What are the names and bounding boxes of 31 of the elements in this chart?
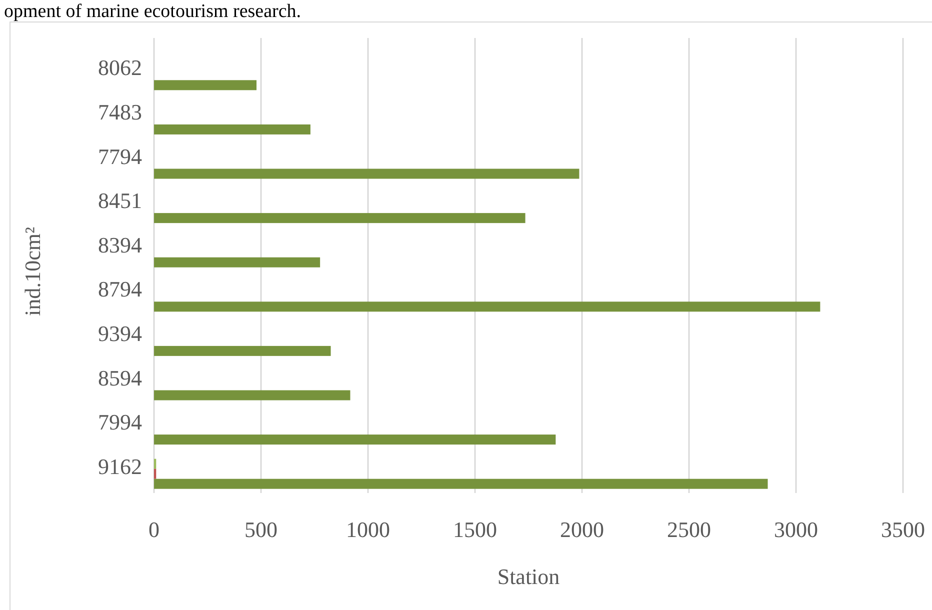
- y-tick-label: 7483: [98, 99, 142, 124]
- x-tick-label: 3500: [881, 517, 925, 542]
- x-axis-title: Station: [497, 564, 560, 589]
- x-tick-label: 2500: [667, 517, 711, 542]
- bar: [154, 213, 526, 224]
- x-tick-label: 1500: [453, 517, 497, 542]
- bar: [154, 390, 350, 400]
- bar: [154, 478, 768, 489]
- y-tick-label: 8451: [98, 188, 142, 214]
- text: opment of marine ecotourism research.: [4, 1, 302, 22]
- x-tick-label: 3000: [774, 517, 818, 542]
- y-axis-title: ind.10cm²: [20, 226, 45, 316]
- y-tick-label: 8794: [98, 276, 142, 302]
- bar: [154, 257, 320, 268]
- y-tick-label: 9162: [98, 454, 142, 479]
- x-tick-label: 1000: [346, 517, 390, 542]
- y-tick-label: 7994: [98, 410, 142, 435]
- x-tick-label: 2000: [560, 517, 604, 542]
- y-tick-label: 9394: [98, 320, 142, 346]
- y-tick-label: 8594: [98, 365, 142, 390]
- bar: [154, 302, 820, 312]
- y-tick-label: 7794: [98, 144, 142, 169]
- y-tick-label: 8062: [98, 55, 142, 80]
- bar: [154, 346, 331, 356]
- bar: [154, 80, 257, 90]
- y-tick-label: 8394: [98, 232, 142, 258]
- bar: [154, 434, 556, 445]
- x-tick-label: 500: [244, 517, 278, 542]
- x-tick-label: 0: [148, 517, 160, 542]
- bar: [154, 168, 580, 179]
- bar: [154, 124, 310, 134]
